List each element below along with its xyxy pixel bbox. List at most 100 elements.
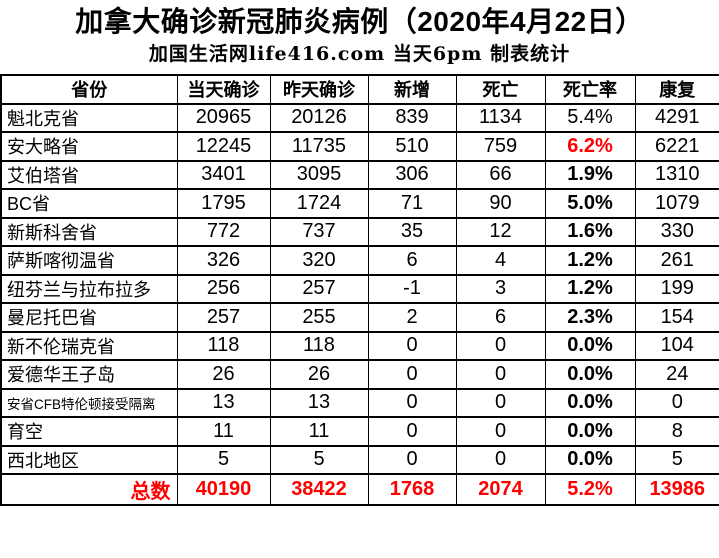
yesterday-confirmed-cell: 257 <box>269 273 369 304</box>
today-confirmed-cell: 256 <box>176 273 271 304</box>
table-row: 西北地区 5 5 0 0 0.0% 5 <box>0 444 719 475</box>
table-body: 魁北克省 20965 20126 839 1134 5.4% 4291 安大略省 12245 11… <box>0 102 719 506</box>
table-total-row: 总数 40190 38422 1768 2074 5.2% 13986 <box>0 473 719 506</box>
table-row: 新不伦瑞克省 118 118 0 0 0.0% 104 <box>0 330 719 361</box>
new-cases-cell: 0 <box>367 330 457 361</box>
recovered-cell: 330 <box>634 216 719 247</box>
deaths-cell: 3 <box>455 273 546 304</box>
total-yesterday-cell: 38422 <box>269 473 369 506</box>
col-header-recovered: 康复 <box>634 74 719 105</box>
province-cell: BC省 <box>0 188 178 219</box>
yesterday-confirmed-cell: 255 <box>269 302 369 333</box>
table-header-row: 省份 当天确诊 昨天确诊 新增 死亡 死亡率 康复 <box>0 74 719 105</box>
table-row: 育空 11 11 0 0 0.0% 8 <box>0 416 719 447</box>
deaths-cell: 759 <box>455 131 546 162</box>
total-today-cell: 40190 <box>176 473 271 506</box>
recovered-cell: 0 <box>634 387 719 418</box>
recovered-cell: 261 <box>634 245 719 276</box>
recovered-cell: 24 <box>634 359 719 390</box>
province-cell: 西北地区 <box>0 444 178 475</box>
yesterday-confirmed-cell: 1724 <box>269 188 369 219</box>
province-cell: 萨斯喀彻温省 <box>0 245 178 276</box>
today-confirmed-cell: 5 <box>176 444 271 475</box>
table-row: 安省CFB特伦顿接受隔离 13 13 0 0 0.0% 0 <box>0 387 719 418</box>
new-cases-cell: 0 <box>367 416 457 447</box>
province-cell: 纽芬兰与拉布拉多 <box>0 273 178 304</box>
table-row: 安大略省 12245 11735 510 759 6.2% 6221 <box>0 131 719 162</box>
death-rate-cell: 0.0% <box>544 359 636 390</box>
province-cell: 安省CFB特伦顿接受隔离 <box>0 387 178 418</box>
today-confirmed-cell: 772 <box>176 216 271 247</box>
today-confirmed-cell: 20965 <box>176 102 271 133</box>
province-cell: 艾伯塔省 <box>0 159 178 190</box>
province-cell: 新不伦瑞克省 <box>0 330 178 361</box>
today-confirmed-cell: 1795 <box>176 188 271 219</box>
yesterday-confirmed-cell: 737 <box>269 216 369 247</box>
death-rate-cell: 5.0% <box>544 188 636 219</box>
total-new-cell: 1768 <box>367 473 457 506</box>
col-header-deaths: 死亡 <box>455 74 546 105</box>
deaths-cell: 6 <box>455 302 546 333</box>
death-rate-cell: 1.2% <box>544 273 636 304</box>
today-confirmed-cell: 12245 <box>176 131 271 162</box>
death-rate-cell: 2.3% <box>544 302 636 333</box>
table-row: 萨斯喀彻温省 326 320 6 4 1.2% 261 <box>0 245 719 276</box>
deaths-cell: 0 <box>455 330 546 361</box>
new-cases-cell: 6 <box>367 245 457 276</box>
today-confirmed-cell: 13 <box>176 387 271 418</box>
deaths-cell: 1134 <box>455 102 546 133</box>
death-rate-cell: 1.9% <box>544 159 636 190</box>
total-label-cell: 总数 <box>0 473 178 506</box>
new-cases-cell: 510 <box>367 131 457 162</box>
yesterday-confirmed-cell: 5 <box>269 444 369 475</box>
deaths-cell: 4 <box>455 245 546 276</box>
col-header-today-confirmed: 当天确诊 <box>176 74 271 105</box>
new-cases-cell: 71 <box>367 188 457 219</box>
yesterday-confirmed-cell: 320 <box>269 245 369 276</box>
today-confirmed-cell: 326 <box>176 245 271 276</box>
table-row: 纽芬兰与拉布拉多 256 257 -1 3 1.2% 199 <box>0 273 719 304</box>
yesterday-confirmed-cell: 3095 <box>269 159 369 190</box>
yesterday-confirmed-cell: 11 <box>269 416 369 447</box>
province-cell: 育空 <box>0 416 178 447</box>
col-header-new-cases: 新增 <box>367 74 457 105</box>
province-cell: 魁北克省 <box>0 102 178 133</box>
today-confirmed-cell: 257 <box>176 302 271 333</box>
table-row: 艾伯塔省 3401 3095 306 66 1.9% 1310 <box>0 159 719 190</box>
yesterday-confirmed-cell: 26 <box>269 359 369 390</box>
recovered-cell: 154 <box>634 302 719 333</box>
total-deaths-cell: 2074 <box>455 473 546 506</box>
province-cell: 曼尼托巴省 <box>0 302 178 333</box>
recovered-cell: 1079 <box>634 188 719 219</box>
col-header-death-rate: 死亡率 <box>544 74 636 105</box>
new-cases-cell: 306 <box>367 159 457 190</box>
death-rate-cell: 0.0% <box>544 444 636 475</box>
deaths-cell: 90 <box>455 188 546 219</box>
table-row: 爱德华王子岛 26 26 0 0 0.0% 24 <box>0 359 719 390</box>
table-row: 魁北克省 20965 20126 839 1134 5.4% 4291 <box>0 102 719 133</box>
yesterday-confirmed-cell: 20126 <box>269 102 369 133</box>
today-confirmed-cell: 118 <box>176 330 271 361</box>
today-confirmed-cell: 3401 <box>176 159 271 190</box>
death-rate-cell: 0.0% <box>544 416 636 447</box>
recovered-cell: 199 <box>634 273 719 304</box>
page-subtitle: 加国生活网life416.com 当天6pm 制表统计 <box>148 43 571 65</box>
province-cell: 爱德华王子岛 <box>0 359 178 390</box>
table-row: 曼尼托巴省 257 255 2 6 2.3% 154 <box>0 302 719 333</box>
recovered-cell: 4291 <box>634 102 719 133</box>
recovered-cell: 8 <box>634 416 719 447</box>
death-rate-cell: 6.2% <box>544 131 636 162</box>
yesterday-confirmed-cell: 13 <box>269 387 369 418</box>
death-rate-cell: 1.6% <box>544 216 636 247</box>
death-rate-cell: 5.4% <box>544 102 636 133</box>
yesterday-confirmed-cell: 11735 <box>269 131 369 162</box>
today-confirmed-cell: 26 <box>176 359 271 390</box>
new-cases-cell: 839 <box>367 102 457 133</box>
yesterday-confirmed-cell: 118 <box>269 330 369 361</box>
covid-cases-table: 省份 当天确诊 昨天确诊 新增 死亡 死亡率 康复 魁北克省 20965 20126… <box>0 74 719 506</box>
recovered-cell: 104 <box>634 330 719 361</box>
table-row: BC省 1795 1724 71 90 5.0% 1079 <box>0 188 719 219</box>
recovered-cell: 1310 <box>634 159 719 190</box>
deaths-cell: 66 <box>455 159 546 190</box>
